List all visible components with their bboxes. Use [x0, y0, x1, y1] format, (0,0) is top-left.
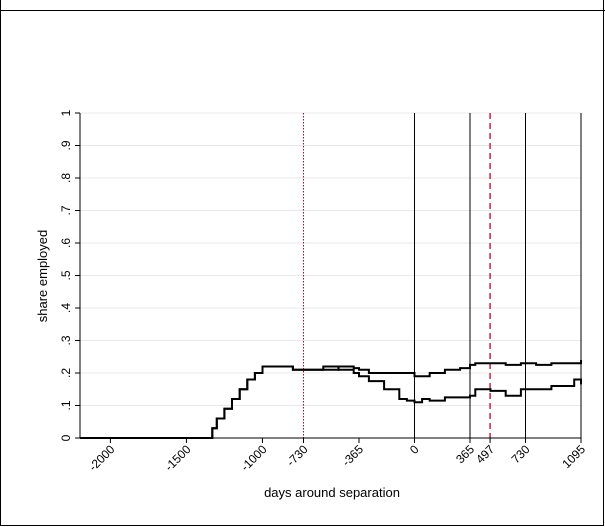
y-tick-label: .4	[59, 303, 73, 313]
x-tick-label: 730	[509, 442, 533, 466]
x-tick-label: -730	[284, 442, 311, 469]
y-tick-labels: 0 .1 .2 .3 .4 .5 .6 .7 .8 .9 1	[59, 109, 73, 441]
y-tick-label: .3	[59, 335, 73, 345]
x-tick-label: 1095	[559, 442, 588, 471]
x-tick-label: 497	[473, 442, 497, 466]
y-tick-label: .9	[59, 140, 73, 150]
x-tick-label: -1500	[162, 442, 194, 474]
x-tick-label: 365	[453, 442, 477, 466]
gridlines	[80, 112, 581, 406]
y-tick-label: .8	[59, 173, 73, 183]
series-line-1	[80, 360, 582, 439]
x-tick-label: -1000	[238, 442, 270, 474]
top-divider	[0, 10, 605, 11]
reference-lines	[303, 113, 582, 438]
x-tick-label: -2000	[86, 442, 118, 474]
y-tick-label: .7	[59, 205, 73, 215]
y-tick-label: .2	[59, 368, 73, 378]
x-tick-label: 0	[407, 442, 422, 457]
y-tick-label: 1	[59, 109, 73, 116]
series-lines	[80, 360, 582, 439]
y-axis-title: share employed	[35, 230, 50, 323]
y-tick-label: .1	[59, 400, 73, 410]
y-tick-label: 0	[59, 434, 73, 441]
x-tick-label: -365	[339, 442, 366, 469]
axes	[75, 112, 582, 443]
series-line-2	[80, 365, 582, 439]
y-tick-label: .6	[59, 238, 73, 248]
x-axis-title: days around separation	[264, 485, 400, 500]
y-tick-label: .5	[59, 270, 73, 280]
